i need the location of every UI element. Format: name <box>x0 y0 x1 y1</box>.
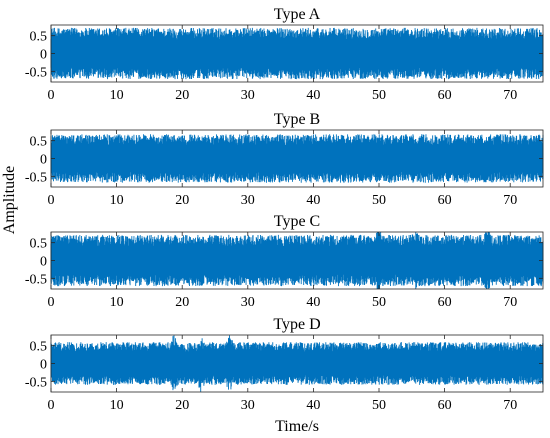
x-tick-label: 0 <box>48 193 55 208</box>
x-tick-label: 40 <box>306 398 320 413</box>
y-tick-label: 0.5 <box>30 237 48 252</box>
x-tick-label: 30 <box>241 398 255 413</box>
x-tick-label: 0 <box>48 88 55 103</box>
subplot-3: Type C0 10 20 30 40 50 60 70-0.500.5 <box>25 213 544 310</box>
subplot-title: Type C <box>274 213 320 230</box>
x-tick-label: 40 <box>306 193 320 208</box>
x-tick-label: 70 <box>503 398 517 413</box>
x-tick-label: 10 <box>110 398 124 413</box>
y-axis-label: Amplitude <box>1 166 18 234</box>
signal-series <box>50 27 544 80</box>
y-tick-label: -0.5 <box>25 65 47 80</box>
x-tick-label: 60 <box>438 193 452 208</box>
x-tick-label: 10 <box>110 193 124 208</box>
x-tick-label: 60 <box>438 295 452 310</box>
x-tick-label: 0 <box>48 398 55 413</box>
x-tick-label: 10 <box>110 295 124 310</box>
y-tick-label: 0 <box>40 48 47 63</box>
x-tick-label: 10 <box>110 88 124 103</box>
signal-series <box>50 134 544 183</box>
x-tick-label: 50 <box>372 88 386 103</box>
x-tick-label: 20 <box>175 295 189 310</box>
x-tick-label: 60 <box>438 88 452 103</box>
x-tick-label: 40 <box>306 88 320 103</box>
subplot-title: Type A <box>274 6 321 23</box>
x-tick-label: 50 <box>372 295 386 310</box>
y-tick-label: 0 <box>40 255 47 270</box>
signal-series <box>50 335 544 392</box>
y-tick-label: 0.5 <box>30 135 48 150</box>
subplot-title: Type D <box>273 316 320 333</box>
y-tick-label: 0.5 <box>30 30 48 45</box>
x-tick-label: 50 <box>372 398 386 413</box>
x-tick-label: 20 <box>175 193 189 208</box>
x-tick-label: 70 <box>503 193 517 208</box>
y-tick-label: 0 <box>40 358 47 373</box>
y-tick-label: -0.5 <box>25 375 47 390</box>
y-tick-label: -0.5 <box>25 170 47 185</box>
x-tick-label: 60 <box>438 398 452 413</box>
x-tick-label: 20 <box>175 88 189 103</box>
y-tick-label: 0 <box>40 153 47 168</box>
x-axis-label: Time/s <box>275 418 319 435</box>
y-tick-label: 0.5 <box>30 340 48 355</box>
subplot-1: Type A0 10 20 30 40 50 60 70-0.500.5 <box>25 6 544 103</box>
x-tick-label: 70 <box>503 88 517 103</box>
x-tick-label: 0 <box>48 295 55 310</box>
x-tick-label: 70 <box>503 295 517 310</box>
subplot-title: Type B <box>274 111 320 128</box>
y-tick-label: -0.5 <box>25 272 47 287</box>
x-tick-label: 40 <box>306 295 320 310</box>
subplot-2: Type B0 10 20 30 40 50 60 70-0.500.5 <box>25 111 544 208</box>
x-tick-label: 50 <box>372 193 386 208</box>
x-tick-label: 20 <box>175 398 189 413</box>
subplot-4: Type D0 10 20 30 40 50 60 70-0.500.5 <box>25 316 544 413</box>
signal-series <box>50 232 544 289</box>
x-tick-label: 30 <box>241 193 255 208</box>
x-tick-label: 30 <box>241 88 255 103</box>
x-tick-label: 30 <box>241 295 255 310</box>
